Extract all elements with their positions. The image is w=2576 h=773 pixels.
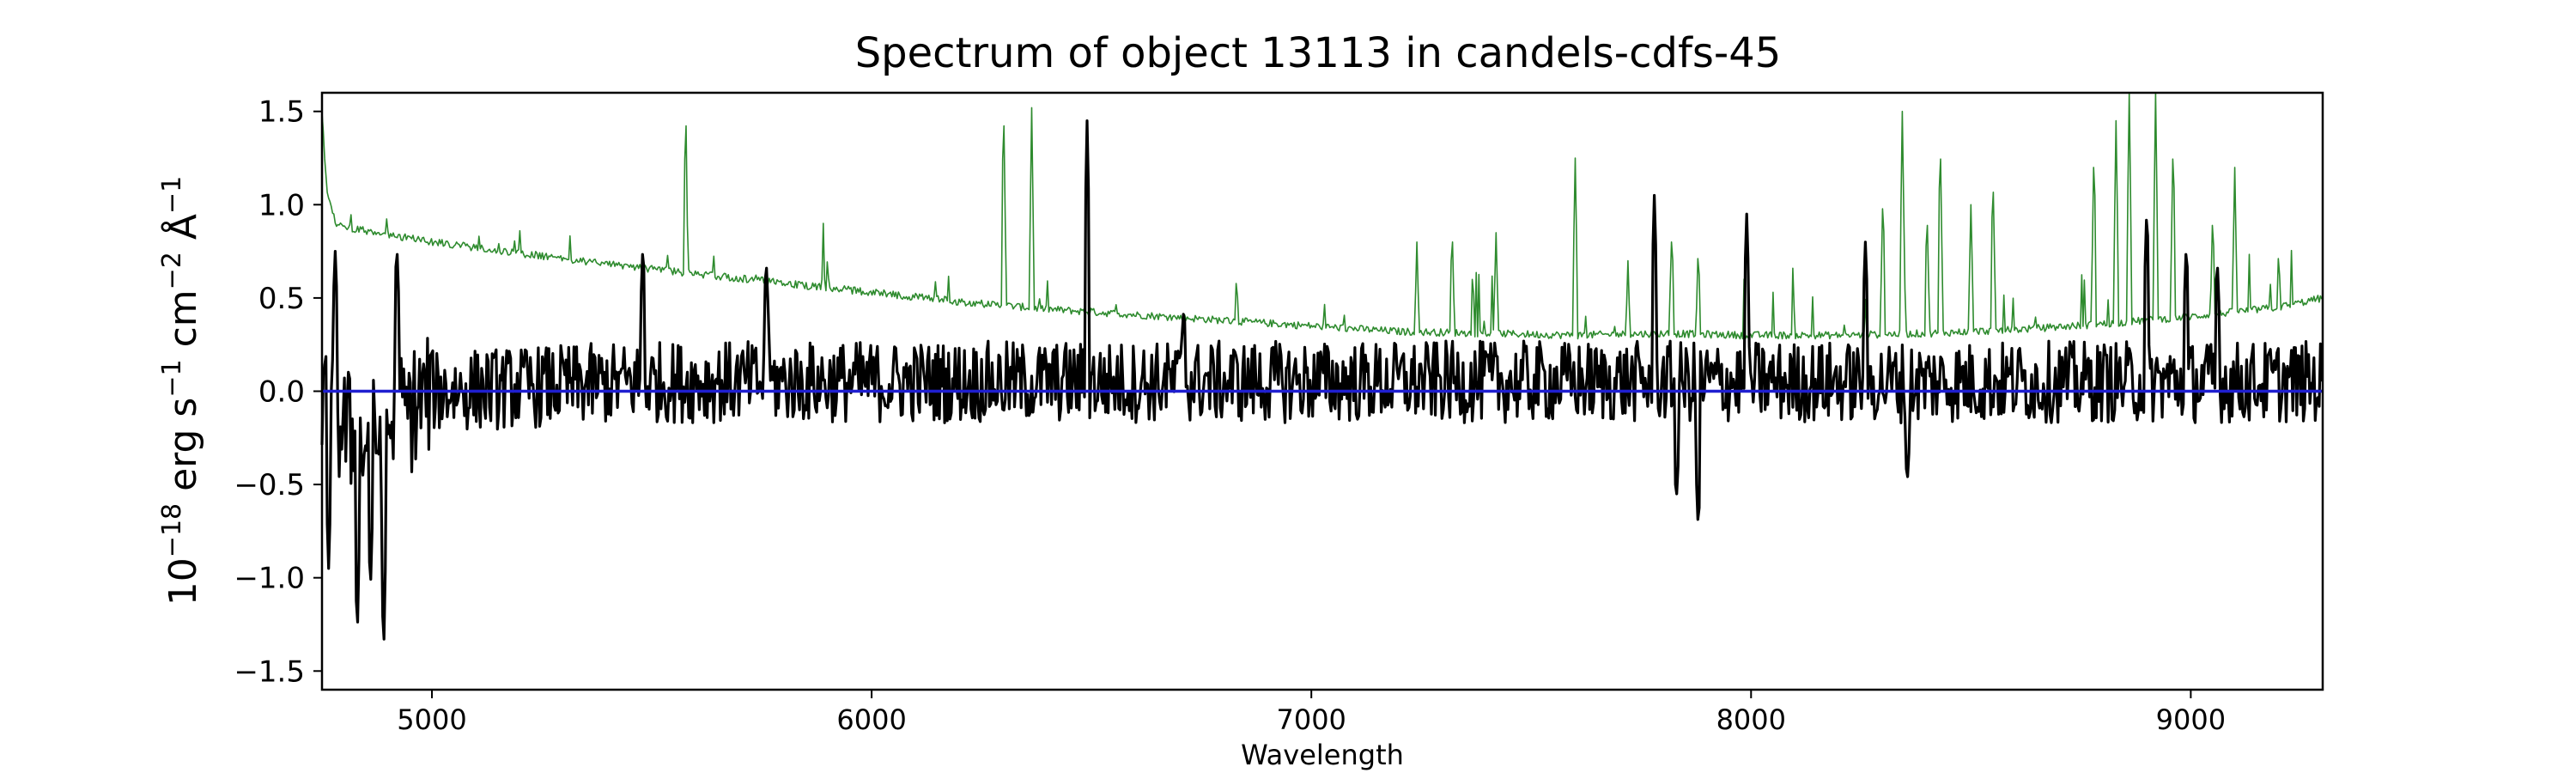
x-tick-label: 9000 (2156, 703, 2226, 736)
y-tick-label: 0.0 (258, 375, 305, 410)
series-line-flux (320, 119, 2324, 641)
y-tick-label: 1.5 (258, 95, 305, 130)
x-axis-label: Wavelength (1241, 739, 1404, 771)
y-axis-label: 10−18 erg s−1 cm−2 Å−1 (157, 176, 205, 606)
chart-title: Spectrum of object 13113 in candels-cdfs… (855, 29, 1782, 77)
y-label-exp2: −2 (157, 252, 187, 289)
plot-area (320, 91, 2324, 691)
x-axis: 5000 6000 7000 8000 9000 (397, 690, 2226, 736)
y-label-base: 10 (161, 557, 205, 606)
x-tick-label: 7000 (1276, 703, 1346, 736)
y-label-exp3: −1 (157, 176, 187, 214)
x-tick-label: 5000 (397, 703, 466, 736)
y-label-exp1: −1 (157, 359, 187, 397)
y-tick-label: 0.5 (258, 282, 305, 316)
x-tick-label: 8000 (1716, 703, 1786, 736)
series-layer (320, 92, 2324, 641)
y-label-unit2: cm (161, 289, 205, 359)
y-tick-label: −1.0 (234, 562, 305, 596)
y-tick-label: −1.5 (234, 654, 305, 689)
x-tick-label: 6000 (836, 703, 906, 736)
y-label-unit3: Å (160, 214, 205, 252)
y-axis: −1.5 −1.0 −0.5 0.0 0.5 1.0 1.5 (234, 95, 322, 689)
y-tick-label: 1.0 (258, 188, 305, 222)
series-line-error (321, 92, 2323, 340)
y-label-exp: −18 (157, 503, 187, 557)
y-label-unit1: erg s (161, 398, 205, 503)
y-tick-label: −0.5 (234, 468, 305, 502)
